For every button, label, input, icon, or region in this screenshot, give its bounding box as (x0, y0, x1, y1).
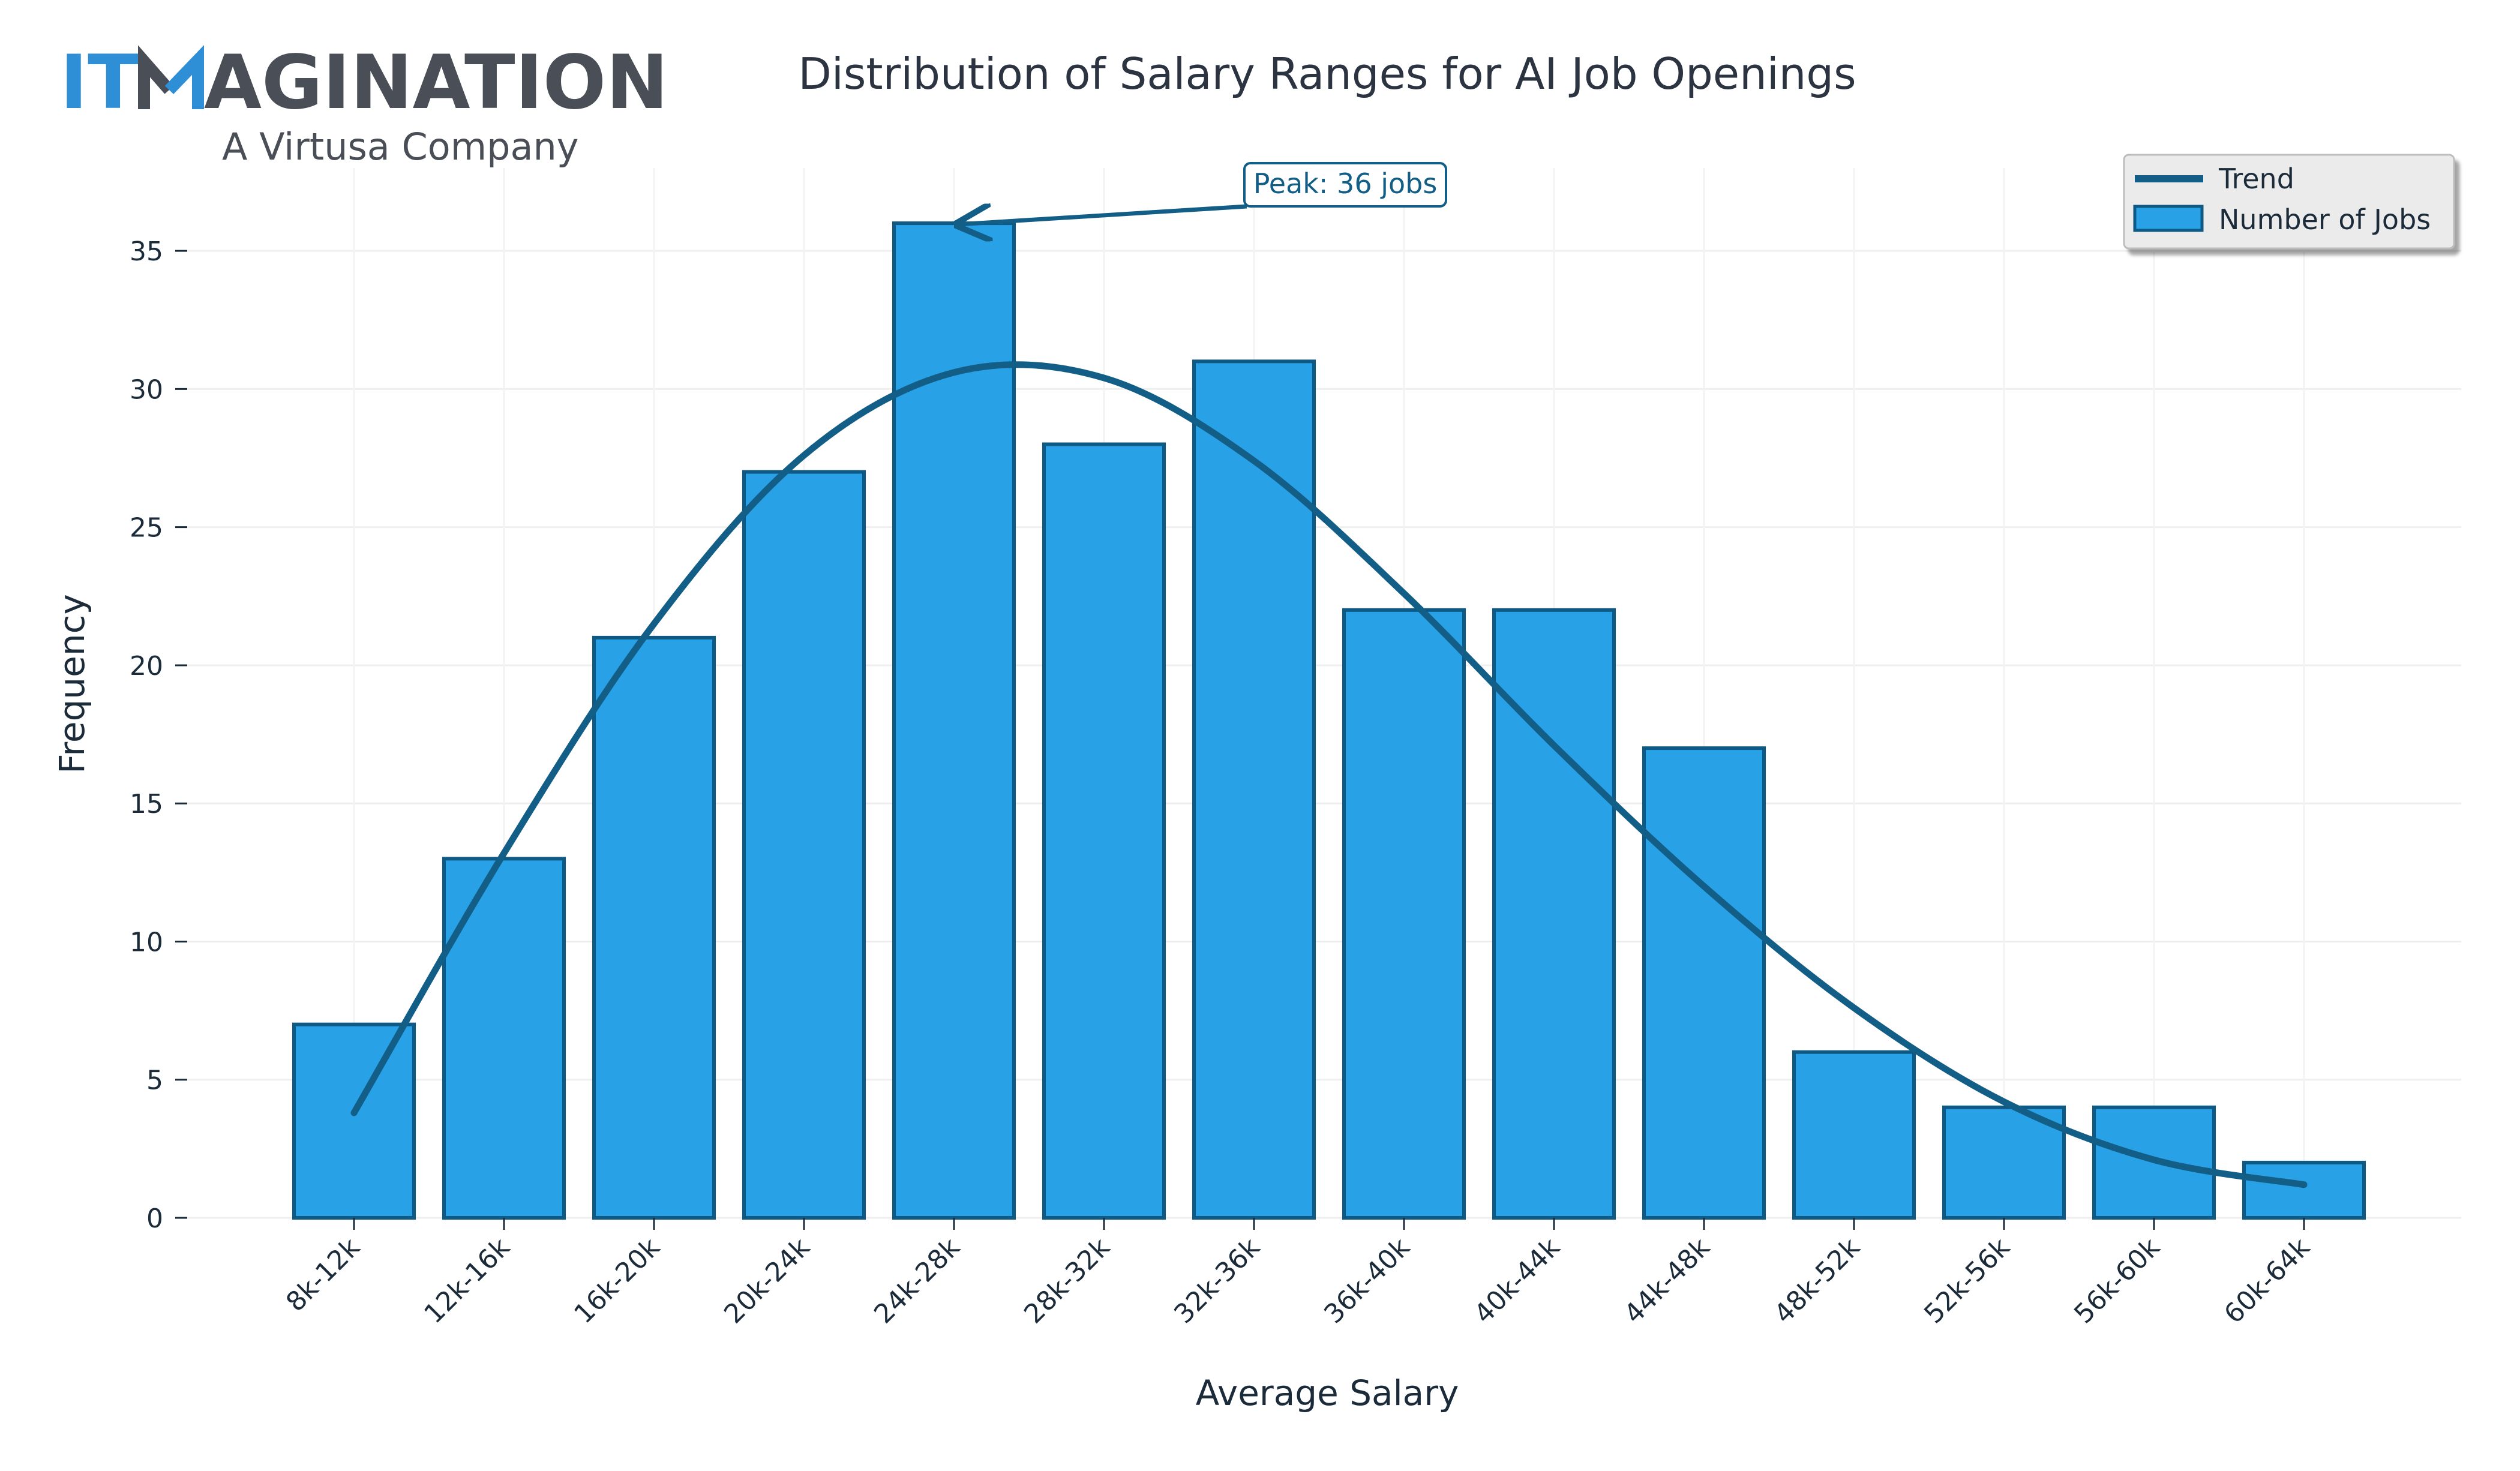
y-tick-label: 20 (130, 651, 163, 682)
y-tick-label: 0 (146, 1203, 163, 1234)
legend-box (2123, 154, 2455, 250)
x-tick-label: 20k-24k (718, 1232, 816, 1329)
bar-28k-32k (1042, 442, 1166, 1220)
trend-line (350, 361, 2308, 1188)
x-tick-label: 8k-12k (280, 1232, 366, 1317)
x-tick-label: 28k-32k (1018, 1232, 1116, 1329)
bar-36k-40k (1342, 608, 1466, 1220)
y-tick-label: 30 (130, 374, 163, 405)
x-tick-label: 32k-36k (1168, 1232, 1266, 1329)
bar-8k-12k (292, 1022, 416, 1220)
y-tick-label: 35 (130, 236, 163, 267)
x-tick-label: 12k-16k (418, 1232, 516, 1329)
legend-trend-label: Trend (2218, 163, 2294, 195)
x-tick-label: 36k-40k (1318, 1232, 1416, 1329)
bar-16k-20k (592, 635, 716, 1220)
bars (292, 221, 2366, 1220)
annotation-text: Peak: 36 jobs (1253, 167, 1438, 200)
peak-annotation: Peak: 36 jobs (958, 162, 1447, 224)
y-axis-title: Frequency (52, 594, 92, 774)
bar-12k-16k (442, 857, 566, 1220)
annotation-arrow (958, 206, 1247, 224)
bar-20k-24k (742, 470, 866, 1220)
y-tick-label: 25 (130, 513, 163, 544)
bar-52k-56k (1942, 1105, 2066, 1220)
bar-60k-64k (2242, 1160, 2366, 1220)
logo-m-mark (138, 45, 204, 109)
bar-40k-44k (1492, 608, 1616, 1220)
y-tick-label: 10 (130, 927, 163, 957)
legend-bar-swatch (2133, 205, 2204, 232)
legend-bar-label: Number of Jobs (2219, 203, 2431, 236)
chart-title: Distribution of Salary Ranges for AI Job… (798, 49, 1856, 99)
logo-prefix: IT (60, 40, 139, 126)
bar-48k-52k (1792, 1050, 1916, 1220)
x-tick-label: 16k-20k (568, 1232, 666, 1329)
x-tick-label: 24k-28k (868, 1232, 966, 1329)
bar-44k-48k (1642, 746, 1766, 1220)
annotation-box (1243, 162, 1447, 208)
logo-suffix: AGINATION (204, 40, 668, 126)
x-tick-label: 60k-64k (2218, 1232, 2316, 1329)
x-tick-label: 52k-56k (1918, 1232, 2016, 1329)
logo-tagline: A Virtusa Company (222, 125, 578, 169)
trend-line-group (350, 361, 2308, 1188)
x-tick-label: 56k-60k (2068, 1232, 2166, 1329)
company-logo: IT AGINATION A Virtusa Company (60, 40, 668, 169)
x-tick-label: 48k-52k (1768, 1232, 1866, 1329)
x-tick-label: 40k-44k (1468, 1232, 1566, 1329)
y-axis: 0 5 10 15 20 25 30 35 (130, 236, 187, 1234)
y-tick-label: 5 (146, 1065, 163, 1096)
legend: Trend Number of Jobs (2123, 154, 2455, 250)
x-tick-label: 44k-48k (1618, 1232, 1716, 1329)
x-axis: 8k-12k 12k-16k 16k-20k 20k-24k 24k-28k 28k-32… (280, 1218, 2316, 1329)
y-tick-label: 15 (130, 789, 163, 819)
x-axis-title: Average Salary (1196, 1373, 1459, 1413)
